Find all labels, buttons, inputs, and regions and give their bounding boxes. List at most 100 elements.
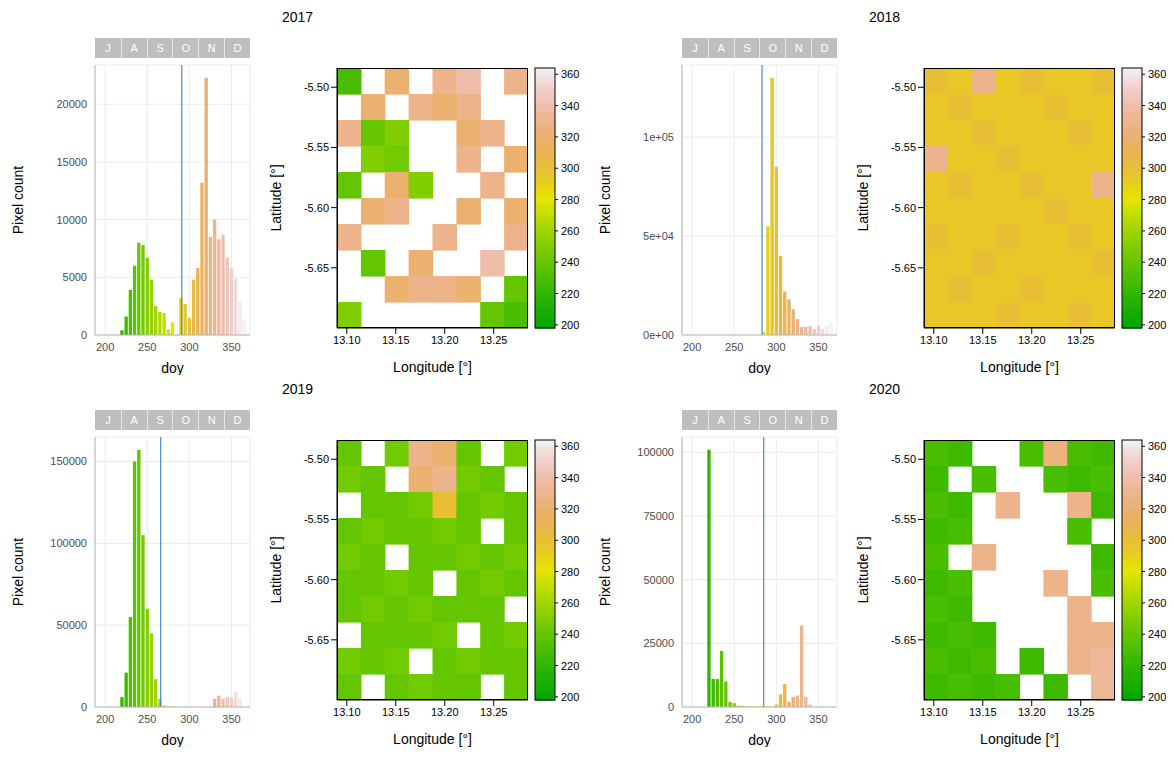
svg-text:0: 0 bbox=[668, 701, 674, 713]
svg-text:13.25: 13.25 bbox=[1067, 706, 1095, 718]
svg-text:220: 220 bbox=[561, 660, 579, 672]
svg-text:25000: 25000 bbox=[643, 637, 674, 649]
svg-text:5000: 5000 bbox=[63, 271, 87, 283]
svg-text:0: 0 bbox=[81, 329, 87, 341]
svg-text:Pixel count: Pixel count bbox=[597, 538, 613, 607]
svg-text:250: 250 bbox=[725, 341, 743, 353]
svg-text:13.15: 13.15 bbox=[382, 706, 410, 718]
svg-text:-5.55: -5.55 bbox=[304, 513, 329, 525]
svg-text:Latitude [°]: Latitude [°] bbox=[855, 536, 871, 603]
svg-text:300: 300 bbox=[180, 341, 198, 353]
svg-text:-5.65: -5.65 bbox=[891, 634, 916, 646]
svg-text:350: 350 bbox=[222, 713, 240, 725]
svg-text:200: 200 bbox=[1148, 691, 1166, 703]
svg-text:-5.50: -5.50 bbox=[304, 81, 329, 93]
svg-text:Longitude [°]: Longitude [°] bbox=[980, 359, 1059, 375]
svg-text:300: 300 bbox=[561, 534, 579, 546]
svg-text:-5.55: -5.55 bbox=[891, 141, 916, 153]
svg-text:250: 250 bbox=[138, 713, 156, 725]
svg-text:200: 200 bbox=[683, 341, 701, 353]
svg-text:300: 300 bbox=[561, 162, 579, 174]
svg-text:200: 200 bbox=[683, 713, 701, 725]
svg-text:Longitude [°]: Longitude [°] bbox=[393, 731, 472, 747]
svg-text:280: 280 bbox=[561, 566, 579, 578]
svg-text:220: 220 bbox=[1148, 288, 1166, 300]
svg-text:340: 340 bbox=[1148, 472, 1166, 484]
svg-text:-5.50: -5.50 bbox=[891, 453, 916, 465]
svg-text:220: 220 bbox=[1148, 660, 1166, 672]
svg-text:Longitude [°]: Longitude [°] bbox=[393, 359, 472, 375]
svg-text:200: 200 bbox=[96, 713, 114, 725]
svg-text:200: 200 bbox=[561, 691, 579, 703]
svg-text:13.20: 13.20 bbox=[431, 706, 459, 718]
svg-text:260: 260 bbox=[561, 597, 579, 609]
svg-text:13.15: 13.15 bbox=[382, 334, 410, 346]
svg-text:300: 300 bbox=[767, 341, 785, 353]
svg-text:220: 220 bbox=[561, 288, 579, 300]
svg-text:250: 250 bbox=[725, 713, 743, 725]
svg-text:-5.50: -5.50 bbox=[304, 453, 329, 465]
svg-text:-5.60: -5.60 bbox=[891, 202, 916, 214]
svg-text:100000: 100000 bbox=[50, 537, 87, 549]
svg-text:doy: doy bbox=[161, 360, 184, 375]
svg-text:Pixel count: Pixel count bbox=[10, 166, 26, 235]
svg-text:0e+00: 0e+00 bbox=[643, 329, 674, 341]
svg-text:280: 280 bbox=[1148, 566, 1166, 578]
svg-text:Latitude [°]: Latitude [°] bbox=[268, 536, 284, 603]
svg-text:340: 340 bbox=[561, 100, 579, 112]
svg-text:200: 200 bbox=[1148, 319, 1166, 331]
svg-text:360: 360 bbox=[561, 68, 579, 80]
svg-text:1e+05: 1e+05 bbox=[643, 131, 674, 143]
svg-text:13.20: 13.20 bbox=[431, 334, 459, 346]
svg-text:200: 200 bbox=[96, 341, 114, 353]
svg-text:-5.65: -5.65 bbox=[304, 262, 329, 274]
svg-text:13.25: 13.25 bbox=[480, 334, 508, 346]
svg-text:240: 240 bbox=[561, 628, 579, 640]
svg-text:240: 240 bbox=[561, 256, 579, 268]
svg-text:13.10: 13.10 bbox=[920, 334, 948, 346]
svg-text:150000: 150000 bbox=[50, 455, 87, 467]
svg-text:Pixel count: Pixel count bbox=[597, 166, 613, 235]
svg-text:75000: 75000 bbox=[643, 510, 674, 522]
svg-text:200: 200 bbox=[561, 319, 579, 331]
svg-text:Latitude [°]: Latitude [°] bbox=[855, 164, 871, 231]
svg-text:320: 320 bbox=[561, 131, 579, 143]
svg-text:240: 240 bbox=[1148, 256, 1166, 268]
svg-text:13.20: 13.20 bbox=[1018, 334, 1046, 346]
svg-text:-5.65: -5.65 bbox=[891, 262, 916, 274]
svg-text:300: 300 bbox=[1148, 162, 1166, 174]
svg-text:-5.60: -5.60 bbox=[304, 202, 329, 214]
svg-text:20000: 20000 bbox=[56, 98, 87, 110]
svg-text:doy: doy bbox=[748, 732, 771, 747]
svg-text:13.25: 13.25 bbox=[480, 706, 508, 718]
svg-text:Latitude [°]: Latitude [°] bbox=[268, 164, 284, 231]
svg-text:360: 360 bbox=[1148, 440, 1166, 452]
svg-text:13.25: 13.25 bbox=[1067, 334, 1095, 346]
svg-text:350: 350 bbox=[222, 341, 240, 353]
svg-text:320: 320 bbox=[1148, 503, 1166, 515]
svg-text:350: 350 bbox=[809, 713, 827, 725]
svg-text:13.20: 13.20 bbox=[1018, 706, 1046, 718]
svg-text:Pixel count: Pixel count bbox=[10, 538, 26, 607]
svg-text:360: 360 bbox=[561, 440, 579, 452]
svg-text:300: 300 bbox=[767, 713, 785, 725]
svg-text:250: 250 bbox=[138, 341, 156, 353]
svg-text:350: 350 bbox=[809, 341, 827, 353]
svg-text:0: 0 bbox=[81, 701, 87, 713]
svg-text:340: 340 bbox=[561, 472, 579, 484]
svg-text:50000: 50000 bbox=[643, 574, 674, 586]
svg-text:10000: 10000 bbox=[56, 214, 87, 226]
svg-text:260: 260 bbox=[1148, 225, 1166, 237]
svg-text:100000: 100000 bbox=[637, 446, 674, 458]
svg-text:320: 320 bbox=[561, 503, 579, 515]
svg-text:300: 300 bbox=[180, 713, 198, 725]
svg-text:-5.55: -5.55 bbox=[891, 513, 916, 525]
svg-text:13.10: 13.10 bbox=[333, 334, 361, 346]
svg-text:13.10: 13.10 bbox=[920, 706, 948, 718]
svg-text:300: 300 bbox=[1148, 534, 1166, 546]
svg-text:15000: 15000 bbox=[56, 156, 87, 168]
svg-text:260: 260 bbox=[561, 225, 579, 237]
svg-text:doy: doy bbox=[161, 732, 184, 747]
svg-text:50000: 50000 bbox=[56, 619, 87, 631]
svg-text:320: 320 bbox=[1148, 131, 1166, 143]
